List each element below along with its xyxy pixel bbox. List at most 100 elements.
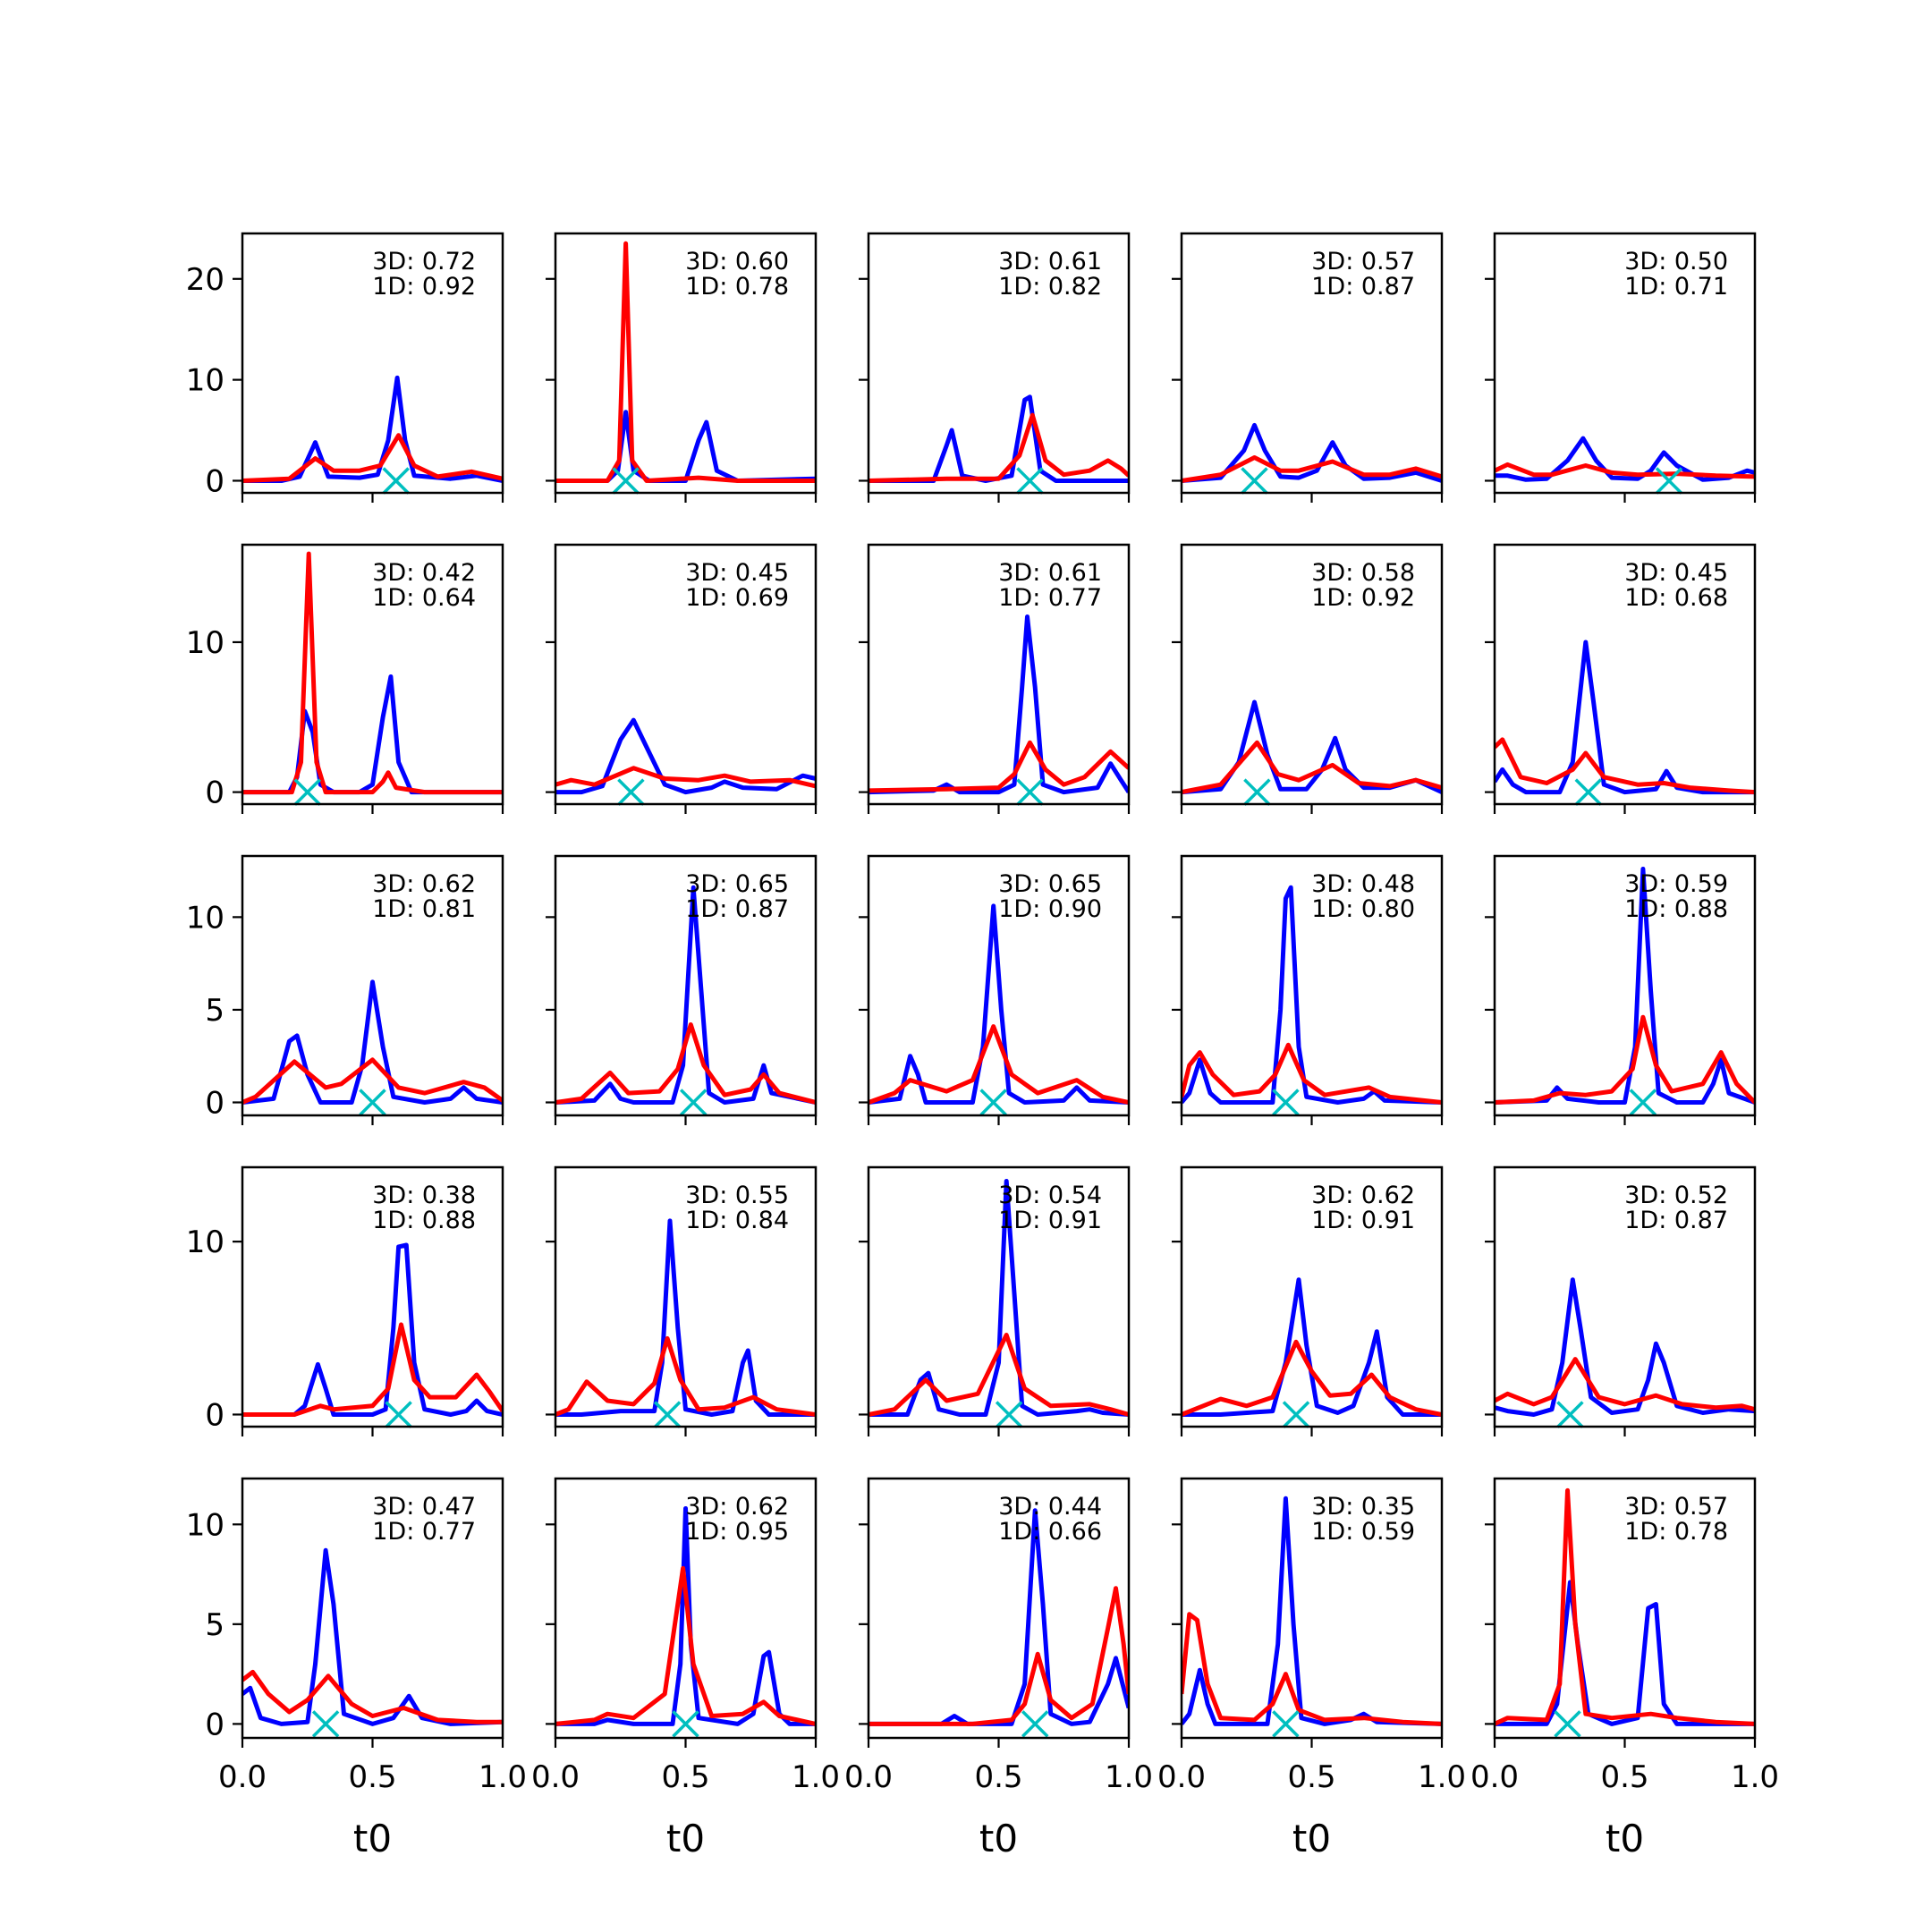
red-series-line (869, 1333, 1129, 1417)
x-tick-label: 0.5 (661, 1759, 709, 1795)
x-marker (679, 1089, 708, 1116)
red-series-line (1495, 1487, 1755, 1726)
y-tick-label: 10 (186, 625, 225, 661)
score-annotation: 3D: 0.52 (1624, 1182, 1728, 1209)
x-marker (359, 1089, 386, 1116)
red-series-line (242, 551, 503, 795)
red-series-line (1182, 740, 1442, 795)
blue-series-line (1182, 885, 1442, 1105)
blue-series-line (1495, 640, 1755, 795)
blue-series-line (869, 1179, 1129, 1417)
x-marker (311, 1710, 340, 1738)
blue-series-line (1495, 436, 1755, 482)
x-axis-label: t0 (353, 1817, 392, 1860)
red-series-line (1182, 1612, 1442, 1726)
score-annotation: 3D: 0.57 (1624, 1493, 1728, 1521)
score-annotation: 1D: 0.92 (372, 273, 476, 301)
x-tick-label: 0.5 (1287, 1759, 1335, 1795)
x-tick-label: 0.5 (348, 1759, 396, 1795)
x-tick-label: 1.0 (479, 1759, 527, 1795)
score-annotation: 1D: 0.87 (1624, 1207, 1728, 1234)
score-annotation: 1D: 0.59 (1311, 1518, 1415, 1546)
red-series-line (242, 433, 503, 483)
x-axis-label: t0 (1606, 1817, 1644, 1860)
x-marker (1243, 778, 1271, 806)
x-marker (1556, 1401, 1584, 1428)
score-annotation: 1D: 0.88 (372, 1207, 476, 1234)
score-annotation: 1D: 0.68 (1624, 584, 1728, 612)
score-annotation: 3D: 0.62 (685, 1493, 789, 1521)
blue-series-line (1182, 1496, 1442, 1726)
x-marker (1021, 1710, 1049, 1738)
x-tick-label: 0.0 (1157, 1759, 1206, 1795)
x-marker (1655, 467, 1683, 495)
score-annotation: 1D: 0.77 (998, 584, 1102, 612)
blue-series-line (1182, 1277, 1442, 1417)
red-series-line (1495, 737, 1755, 795)
red-series-line (1495, 1014, 1755, 1105)
red-series-line (242, 1057, 503, 1105)
score-annotation: 3D: 0.59 (1624, 870, 1728, 898)
x-marker (385, 1401, 412, 1428)
x-marker (653, 1401, 682, 1428)
x-marker (612, 467, 640, 495)
x-tick-label: 1.0 (1105, 1759, 1153, 1795)
blue-series-line (1495, 1277, 1755, 1417)
x-marker (382, 467, 410, 495)
x-tick-label: 0.0 (531, 1759, 580, 1795)
y-tick-label: 5 (205, 1607, 225, 1643)
y-tick-label: 10 (186, 1507, 225, 1543)
red-series-line (869, 1586, 1129, 1726)
red-series-line (1495, 462, 1755, 479)
x-marker (1282, 1401, 1310, 1428)
red-series-line (555, 1335, 816, 1417)
score-annotation: 3D: 0.42 (372, 559, 476, 587)
score-annotation: 1D: 0.78 (1624, 1518, 1728, 1546)
score-annotation: 1D: 0.88 (1624, 895, 1728, 923)
y-tick-label: 5 (205, 993, 225, 1029)
red-series-line (1182, 1339, 1442, 1417)
score-annotation: 1D: 0.77 (372, 1518, 476, 1546)
x-marker (1272, 1089, 1300, 1116)
score-annotation: 3D: 0.58 (1311, 559, 1415, 587)
blue-series-line (869, 903, 1129, 1105)
blue-series-line (1182, 422, 1442, 483)
score-annotation: 3D: 0.35 (1311, 1493, 1415, 1521)
score-annotation: 1D: 0.69 (685, 584, 789, 612)
score-annotation: 1D: 0.80 (1311, 895, 1415, 923)
score-annotation: 3D: 0.61 (998, 559, 1102, 587)
x-tick-label: 0.0 (218, 1759, 267, 1795)
score-annotation: 1D: 0.78 (685, 273, 789, 301)
score-annotation: 3D: 0.72 (372, 248, 476, 275)
blue-series-line (869, 1508, 1129, 1726)
score-annotation: 3D: 0.54 (998, 1182, 1102, 1209)
score-annotation: 3D: 0.45 (1624, 559, 1728, 587)
x-marker (1574, 778, 1602, 806)
score-annotation: 1D: 0.82 (998, 273, 1102, 301)
y-tick-label: 10 (186, 363, 225, 399)
x-marker (1272, 1710, 1300, 1738)
x-tick-label: 1.0 (1731, 1759, 1779, 1795)
red-series-line (1182, 455, 1442, 483)
x-marker (995, 1401, 1023, 1428)
red-series-line (555, 1022, 816, 1105)
score-annotation: 3D: 0.55 (685, 1182, 789, 1209)
score-annotation: 3D: 0.38 (372, 1182, 476, 1209)
blue-series-line (242, 979, 503, 1105)
red-series-line (869, 412, 1129, 483)
